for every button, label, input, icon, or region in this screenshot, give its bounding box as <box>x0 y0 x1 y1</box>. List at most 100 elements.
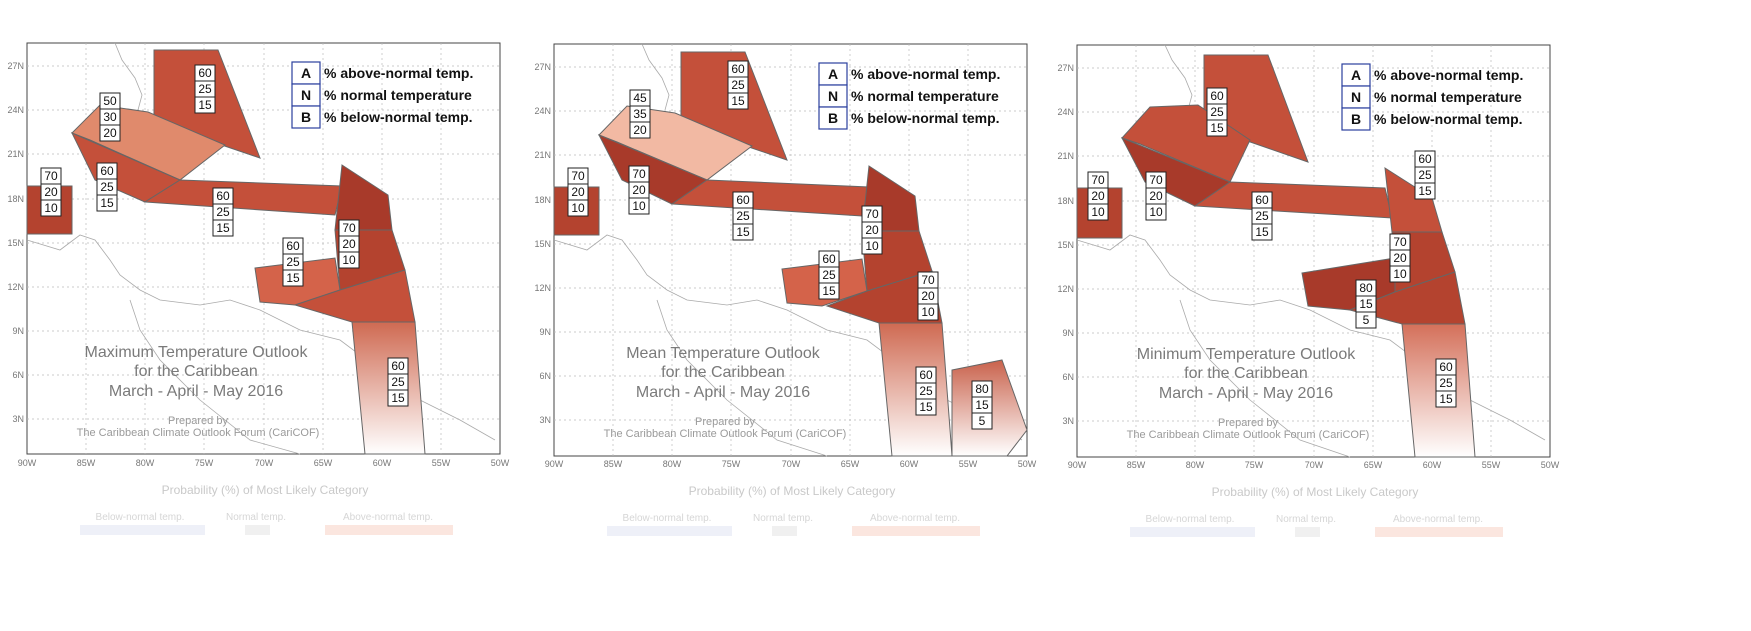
below-normal-pct: 5 <box>979 414 986 428</box>
above-normal-pct: 60 <box>822 252 836 266</box>
legend-normal: Normal temp. <box>753 513 813 524</box>
key-letter: B <box>1351 111 1361 127</box>
probability-box: 70 20 10 <box>861 205 883 255</box>
legend-below: Below-normal temp. <box>623 513 712 524</box>
probability-box: 70 20 10 <box>1087 171 1109 221</box>
lat-tick: 24N <box>1057 107 1074 117</box>
max-temp-map: 60 25 15 50 30 20 70 20 10 60 25 15 60 25 15 70 20 10 60 25… <box>7 42 510 535</box>
below-normal-pct: 10 <box>571 201 585 215</box>
legend-above: Above-normal temp. <box>870 513 960 524</box>
above-normal-pct: 60 <box>919 368 933 382</box>
above-normal-pct: 70 <box>1393 235 1407 249</box>
map-title-line-3: March - April - May 2016 <box>109 383 283 400</box>
normal-pct: 25 <box>100 180 114 194</box>
above-normal-pct: 60 <box>1255 193 1269 207</box>
above-normal-pct: 60 <box>731 62 745 76</box>
normal-pct: 25 <box>1255 209 1269 223</box>
below-normal-pct: 15 <box>286 271 300 285</box>
below-normal-pct: 10 <box>632 199 646 213</box>
map-title-line-2: for the Caribbean <box>134 363 258 380</box>
lon-tick: 90W <box>18 458 37 468</box>
above-normal-pct: 60 <box>198 66 212 80</box>
lon-tick: 80W <box>136 458 155 468</box>
probability-box: 70 20 10 <box>628 165 650 215</box>
lon-tick: 60W <box>373 458 392 468</box>
lon-tick: 75W <box>722 459 741 469</box>
probability-box: 70 20 10 <box>338 219 360 269</box>
below-normal-pct: 15 <box>731 94 745 108</box>
map-title-line-2: for the Caribbean <box>661 364 785 381</box>
above-normal-pct: 70 <box>44 169 58 183</box>
below-normal-pct: 15 <box>822 284 836 298</box>
above-normal-pct: 70 <box>1149 173 1163 187</box>
normal-pct: 25 <box>216 205 230 219</box>
organization: The Caribbean Climate Outlook Forum (Car… <box>1127 429 1370 441</box>
legend-below: Below-normal temp. <box>1146 514 1235 525</box>
lat-tick: 24N <box>534 106 551 116</box>
map-title-line-1: Minimum Temperature Outlook <box>1137 346 1356 363</box>
probability-box: 60 25 15 <box>194 64 216 114</box>
legend-normal: Normal temp. <box>1276 514 1336 525</box>
normal-pct: 25 <box>1210 105 1224 119</box>
lat-tick: 9N <box>12 326 24 336</box>
lat-tick: 12N <box>1057 284 1074 294</box>
above-normal-pct: 70 <box>865 207 879 221</box>
above-normal-pct: 60 <box>216 189 230 203</box>
lon-tick: 70W <box>782 459 801 469</box>
below-normal-pct: 15 <box>216 221 230 235</box>
key-letter: N <box>1351 89 1361 105</box>
above-normal-pct: 70 <box>921 273 935 287</box>
above-normal-pct: 70 <box>342 221 356 235</box>
above-normal-pct: 80 <box>975 382 989 396</box>
map-title-line-1: Maximum Temperature Outlook <box>85 344 309 361</box>
key-text: % below-normal temp. <box>324 109 473 125</box>
normal-pct: 15 <box>975 398 989 412</box>
normal-pct: 25 <box>919 384 933 398</box>
lat-tick: 9N <box>539 327 551 337</box>
key-text: % above-normal temp. <box>324 65 473 81</box>
normal-pct: 25 <box>198 82 212 96</box>
lon-tick: 85W <box>1127 460 1146 470</box>
category-key: A % above-normal temp. N % normal temperatu… <box>291 61 473 129</box>
above-normal-pct: 60 <box>286 239 300 253</box>
lon-tick: 60W <box>900 459 919 469</box>
key-letter: A <box>1351 67 1361 83</box>
below-normal-pct: 15 <box>100 196 114 210</box>
above-normal-pct: 60 <box>1418 152 1432 166</box>
normal-pct: 20 <box>1149 189 1163 203</box>
above-normal-pct: 45 <box>633 91 647 105</box>
above-normal-pct: 70 <box>632 167 646 181</box>
normal-pct: 20 <box>571 185 585 199</box>
lon-tick: 85W <box>604 459 623 469</box>
below-normal-pct: 10 <box>921 305 935 319</box>
below-normal-pct: 15 <box>1255 225 1269 239</box>
above-normal-pct: 60 <box>100 164 114 178</box>
lat-tick: 24N <box>7 105 24 115</box>
probability-box: 80 15 5 <box>1355 279 1377 329</box>
key-text: % normal temperature <box>851 88 999 104</box>
lon-tick: 60W <box>1423 460 1442 470</box>
normal-pct: 20 <box>921 289 935 303</box>
above-normal-pct: 80 <box>1359 281 1373 295</box>
legend-bar-above <box>852 526 980 536</box>
below-normal-pct: 15 <box>1210 121 1224 135</box>
lat-tick: 6N <box>12 370 24 380</box>
lon-tick: 75W <box>1245 460 1264 470</box>
probability-box: 60 25 15 <box>727 60 749 110</box>
normal-pct: 25 <box>286 255 300 269</box>
lat-tick: 3N <box>539 415 551 425</box>
legend-title: Probability (%) of Most Likely Category <box>162 483 369 497</box>
probability-box: 60 25 15 <box>212 187 234 237</box>
lon-tick: 55W <box>432 458 451 468</box>
probability-box: 60 25 15 <box>282 237 304 287</box>
below-normal-pct: 10 <box>1091 205 1105 219</box>
probability-box: 70 20 10 <box>917 271 939 321</box>
below-normal-pct: 20 <box>103 126 117 140</box>
normal-pct: 25 <box>736 209 750 223</box>
normal-pct: 35 <box>633 107 647 121</box>
probability-box: 80 15 5 <box>971 380 993 430</box>
map-title-line-2: for the Caribbean <box>1184 365 1308 382</box>
probability-box: 70 20 10 <box>40 167 62 217</box>
legend-above: Above-normal temp. <box>1393 514 1483 525</box>
map-title-line-3: March - April - May 2016 <box>636 384 810 401</box>
